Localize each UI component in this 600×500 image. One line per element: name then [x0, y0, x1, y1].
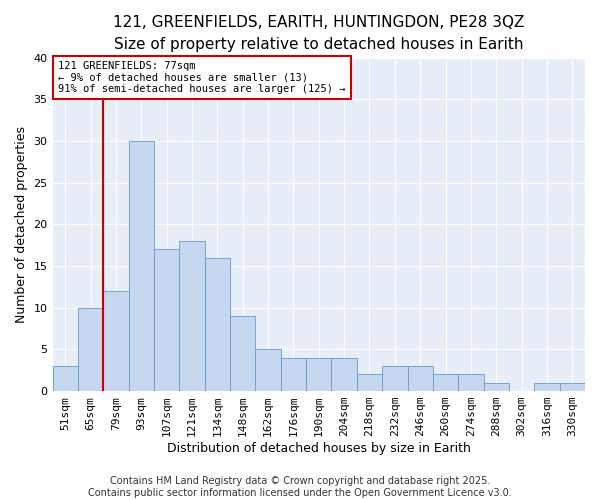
Bar	[281, 358, 306, 391]
Bar	[433, 374, 458, 391]
Bar	[128, 141, 154, 391]
Bar	[484, 382, 509, 391]
Bar	[256, 350, 281, 391]
Bar	[78, 308, 103, 391]
Bar	[382, 366, 407, 391]
Bar	[230, 316, 256, 391]
Y-axis label: Number of detached properties: Number of detached properties	[15, 126, 28, 323]
Text: 121 GREENFIELDS: 77sqm
← 9% of detached houses are smaller (13)
91% of semi-deta: 121 GREENFIELDS: 77sqm ← 9% of detached …	[58, 61, 346, 94]
Bar	[407, 366, 433, 391]
Bar	[103, 291, 128, 391]
Bar	[534, 382, 560, 391]
Bar	[154, 250, 179, 391]
X-axis label: Distribution of detached houses by size in Earith: Distribution of detached houses by size …	[167, 442, 471, 455]
Bar	[53, 366, 78, 391]
Bar	[357, 374, 382, 391]
Title: 121, GREENFIELDS, EARITH, HUNTINGDON, PE28 3QZ
Size of property relative to deta: 121, GREENFIELDS, EARITH, HUNTINGDON, PE…	[113, 15, 524, 52]
Bar	[560, 382, 585, 391]
Bar	[331, 358, 357, 391]
Bar	[205, 258, 230, 391]
Bar	[458, 374, 484, 391]
Bar	[306, 358, 331, 391]
Bar	[179, 241, 205, 391]
Text: Contains HM Land Registry data © Crown copyright and database right 2025.
Contai: Contains HM Land Registry data © Crown c…	[88, 476, 512, 498]
